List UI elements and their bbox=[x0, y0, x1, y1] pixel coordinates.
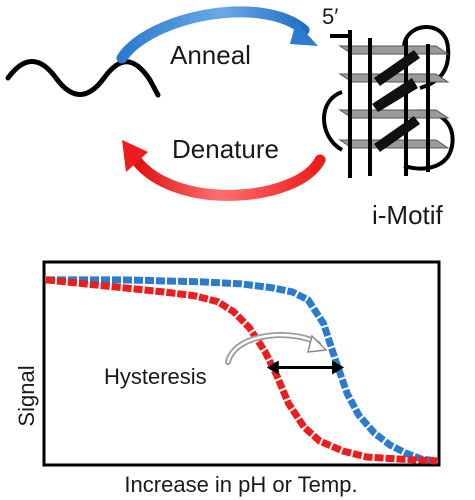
series-denature-red bbox=[45, 276, 438, 465]
y-axis-label: Signal bbox=[14, 365, 39, 426]
anneal-arrowhead bbox=[290, 22, 318, 46]
i-motif-label: i-Motif bbox=[372, 200, 444, 230]
vertical-strands bbox=[348, 30, 430, 178]
plot-frame bbox=[42, 260, 441, 467]
series-anneal-blue bbox=[46, 276, 438, 465]
five-prime-label: 5′ bbox=[322, 4, 338, 29]
ribbon-strands bbox=[372, 50, 420, 152]
hysteresis-double-arrow bbox=[266, 360, 345, 375]
hysteresis-label: Hysteresis bbox=[104, 364, 207, 389]
single-strand-dna bbox=[5, 59, 161, 98]
denature-arrow bbox=[122, 140, 326, 201]
anneal-label: Anneal bbox=[170, 40, 251, 70]
denature-label: Denature bbox=[172, 134, 279, 164]
left-loop bbox=[322, 90, 344, 152]
denature-arrowhead bbox=[122, 140, 148, 172]
hysteresis-chart: Hysteresis Signal Increase in pH or Temp… bbox=[14, 260, 441, 497]
x-axis-label: Increase in pH or Temp. bbox=[124, 472, 357, 497]
hysteresis-pointer bbox=[225, 332, 328, 365]
anneal-arrow bbox=[116, 6, 318, 64]
top-panel: Anneal Denature 5′ bbox=[5, 4, 455, 230]
i-motif-structure bbox=[322, 25, 455, 178]
